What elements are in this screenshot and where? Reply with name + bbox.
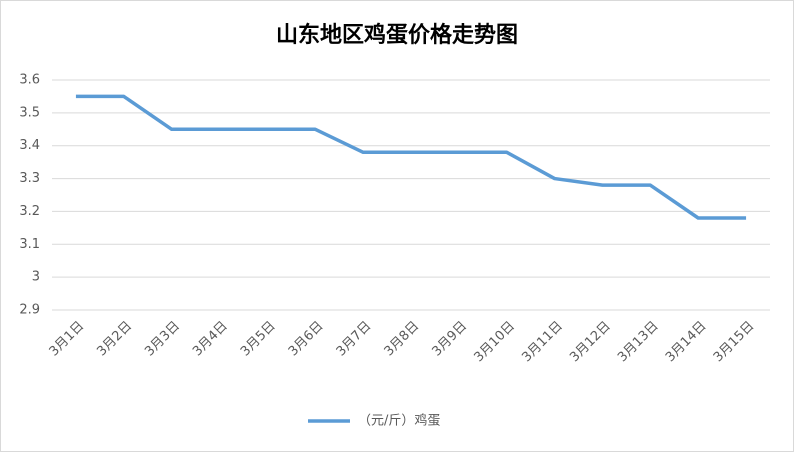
y-tick-label: 3.1 <box>19 237 40 252</box>
y-tick-label: 3.3 <box>19 171 40 186</box>
y-tick-label: 3.4 <box>19 138 40 153</box>
legend-label: （元/斤）鸡蛋 <box>358 413 440 429</box>
series-line <box>75 94 747 220</box>
y-tick-label: 3 <box>32 270 40 285</box>
y-tick-label: 2.9 <box>19 303 40 318</box>
y-tick-label: 3.2 <box>19 204 40 219</box>
y-tick-label: 3.5 <box>19 105 40 120</box>
y-tick-label: 3.6 <box>19 73 40 88</box>
chart-title: 山东地区鸡蛋价格走势图 <box>276 22 518 48</box>
